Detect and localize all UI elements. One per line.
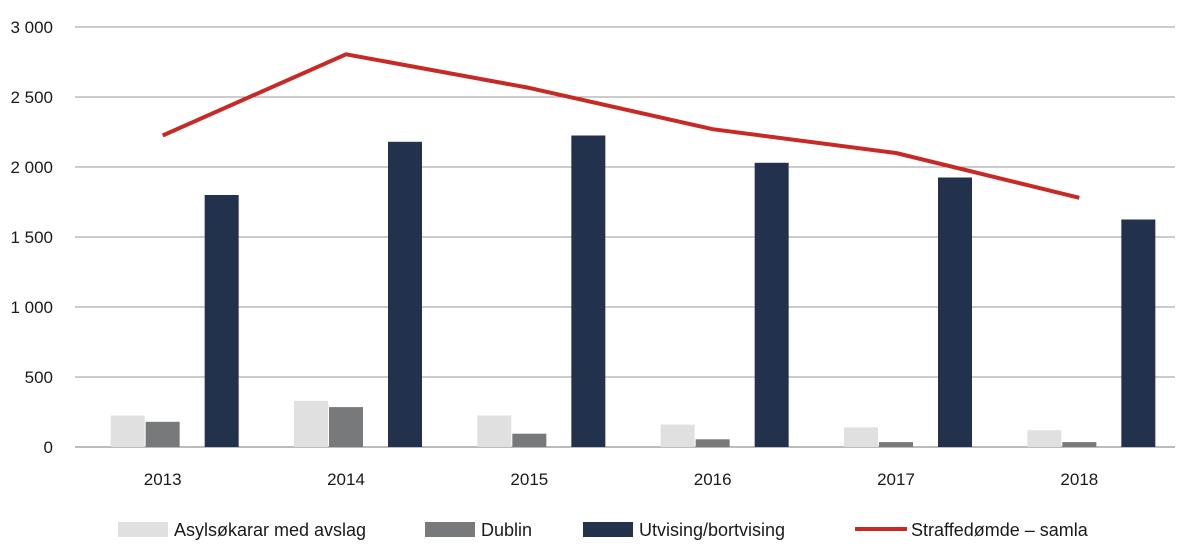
y-tick-label: 500 <box>25 368 53 387</box>
y-tick-label: 2 000 <box>10 158 53 177</box>
x-tick-label: 2017 <box>877 470 915 489</box>
bar-asyls-karar-med-avslag-2016 <box>660 424 695 447</box>
legend-label: Utvising/bortvising <box>639 520 785 540</box>
bar-dublin-2016 <box>695 439 730 447</box>
bar-dublin-2015 <box>512 433 547 447</box>
bar-utvising-bortvising-2013 <box>204 195 239 447</box>
bar-utvising-bortvising-2016 <box>754 162 789 448</box>
y-tick-label: 3 000 <box>10 18 53 37</box>
legend-label: Straffedømde – samla <box>911 520 1089 540</box>
x-tick-label: 2013 <box>144 470 182 489</box>
bars <box>110 135 1156 448</box>
bar-dublin-2014 <box>329 407 363 447</box>
bar-utvising-bortvising-2014 <box>388 141 422 448</box>
x-tick-label: 2018 <box>1060 470 1098 489</box>
bar-utvising-bortvising-2017 <box>938 177 972 447</box>
legend-label: Asylsøkarar med avslag <box>174 520 366 540</box>
x-tick-label: 2015 <box>510 470 548 489</box>
bar-asyls-karar-med-avslag-2017 <box>844 427 878 447</box>
bar-utvising-bortvising-2015 <box>571 135 606 447</box>
y-tick-label: 2 500 <box>10 88 53 107</box>
bar-asyls-karar-med-avslag-2015 <box>477 415 512 447</box>
y-axis-tick-labels: 0 500 1 000 1 500 2 000 2 500 3 000 <box>10 18 53 457</box>
bar-asyls-karar-med-avslag-2014 <box>294 400 328 447</box>
bar-dublin-2018 <box>1062 442 1097 447</box>
y-tick-label: 1 000 <box>10 298 53 317</box>
y-tick-label: 0 <box>44 438 53 457</box>
bar-dublin-2017 <box>879 442 913 447</box>
gridlines <box>75 26 1175 448</box>
legend-swatch <box>425 522 475 537</box>
bar-utvising-bortvising-2018 <box>1121 219 1156 447</box>
bar-dublin-2013 <box>145 421 180 447</box>
legend-swatch <box>583 522 633 537</box>
bar-asyls-karar-med-avslag-2013 <box>110 415 145 447</box>
x-tick-label: 2014 <box>327 470 365 489</box>
series-line-straffedomde <box>161 52 1080 200</box>
bar-asyls-karar-med-avslag-2018 <box>1027 430 1062 447</box>
legend-swatch <box>118 522 168 537</box>
y-tick-label: 1 500 <box>10 228 53 247</box>
x-axis: 2013 2014 2015 2016 2017 2018 <box>144 470 1098 489</box>
series-lines <box>161 52 1080 200</box>
legend-label: Dublin <box>481 520 532 540</box>
x-tick-label: 2016 <box>694 470 732 489</box>
legend: Asylsøkarar med avslag Dublin Utvising/bor… <box>118 520 1089 540</box>
